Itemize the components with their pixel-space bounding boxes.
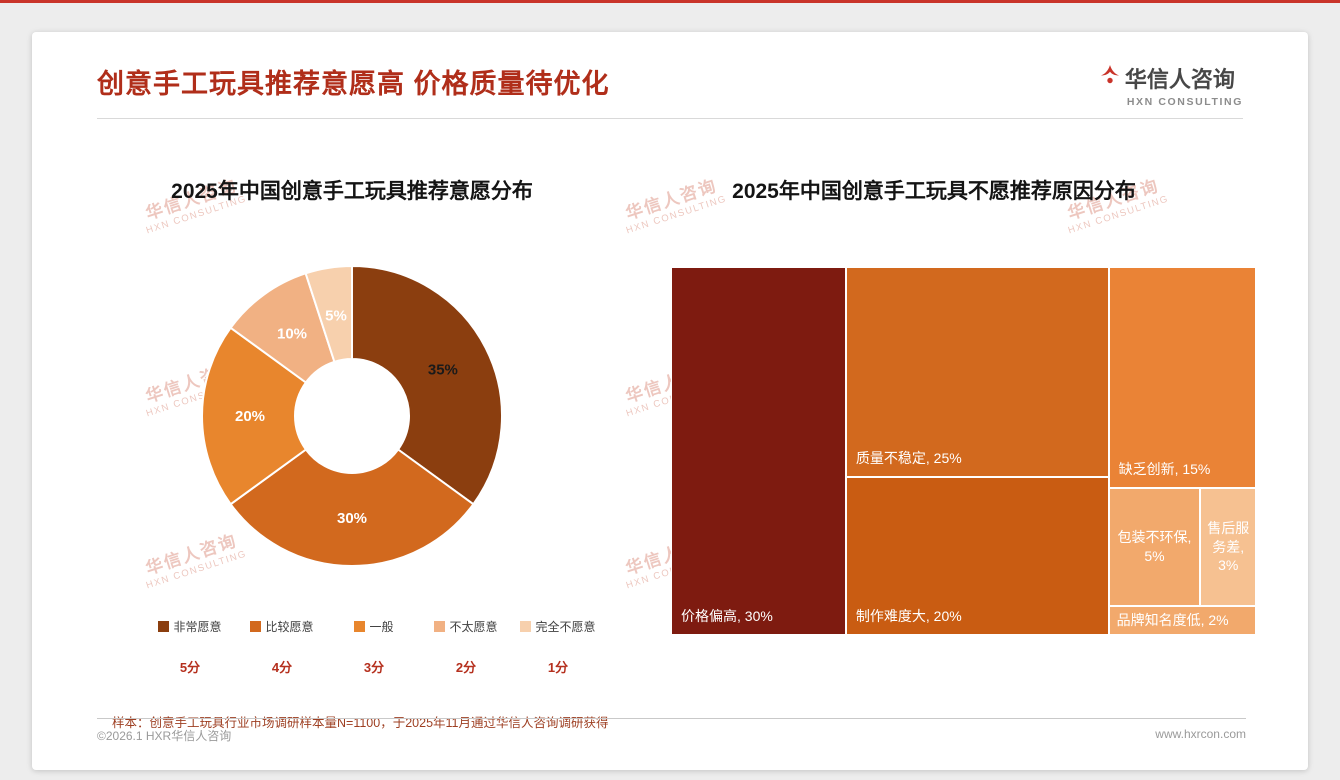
legend-swatch <box>354 621 366 632</box>
treemap-cell-label: 售后服务差, 3% <box>1207 520 1250 573</box>
logo-subtitle: HXN CONSULTING <box>1126 96 1243 108</box>
logo-name: 华信人咨询 <box>1124 67 1235 92</box>
score-label-4: 2分 <box>455 660 477 675</box>
donut-slice-label: 10% <box>277 326 307 343</box>
footer: ©2026.1 HXR华信人咨询 www.hxrcon.com <box>97 718 1246 744</box>
copyright-text: ©2026.1 HXR华信人咨询 <box>97 729 232 743</box>
treemap-chart-title: 2025年中国创意手工玩具不愿推荐原因分布 <box>732 180 1136 203</box>
logo-icon <box>1100 64 1120 92</box>
score-row: 5分 4分 3分 2分 1分 <box>144 657 612 676</box>
donut-svg: 35% 30% 20% 10% 5% <box>201 264 503 567</box>
legend-swatch <box>250 621 262 632</box>
legend-label: 不太愿意 <box>449 620 498 634</box>
legend-label: 一般 <box>369 620 394 634</box>
treemap-cell-6: 售后服务差, 3% <box>1200 487 1256 606</box>
score-label-2: 4分 <box>271 660 293 675</box>
treemap-cell-2: 质量不稳定, 25% <box>845 267 1109 477</box>
treemap-cell-5: 包装不环保, 5% <box>1108 487 1201 606</box>
top-accent-bar <box>0 0 1340 3</box>
treemap-cell-4: 缺乏创新, 15% <box>1108 267 1256 488</box>
treemap-chart: 价格偏高, 30% 质量不稳定, 25% 制作难度大, 20% 缺乏创新, 15% 包装… <box>671 267 1256 635</box>
sample-footnote: 样本：创意手工玩具行业市场调研样本量N=1100，于2025年11月通过华信人咨… <box>112 716 609 730</box>
treemap-cell-7: 品牌知名度低, 2% <box>1108 605 1256 635</box>
donut-slice-label: 30% <box>337 510 367 527</box>
donut-legend: 非常愿意 比较愿意 一般 不太愿意 完全不愿意 <box>144 618 612 635</box>
page-title: 创意手工玩具推荐意愿高 价格质量待优化 <box>97 69 610 99</box>
donut-slice-2 <box>229 448 475 567</box>
donut-slice-1 <box>351 264 503 506</box>
legend-swatch <box>520 621 532 632</box>
donut-slice-label: 5% <box>325 307 347 324</box>
slide-card: 华信人咨询 HXN CONSULTING 华信人咨询 HXN CONSULTING 华信… <box>32 32 1308 770</box>
legend-item-3: 一般 <box>328 618 420 635</box>
legend-label: 比较愿意 <box>265 620 314 634</box>
donut-chart-title: 2025年中国创意手工玩具推荐意愿分布 <box>171 180 533 203</box>
score-label-5: 1分 <box>547 660 569 675</box>
score-label-3: 3分 <box>363 660 385 675</box>
legend-item-1: 非常愿意 <box>144 618 236 635</box>
main-content: 2025年中国创意手工玩具推荐意愿分布 35% 30% 20% 10% 5% 非常愿意 比… <box>32 119 1308 676</box>
header-divider <box>97 118 1243 119</box>
treemap-cell-3: 制作难度大, 20% <box>845 476 1109 635</box>
legend-item-2: 比较愿意 <box>236 618 328 635</box>
website-text: www.hxrcon.com <box>1155 727 1246 741</box>
treemap-cell-label: 包装不环保, 5% <box>1117 529 1192 564</box>
treemap-cell-label: 价格偏高, 30% <box>681 608 773 624</box>
treemap-section: 2025年中国创意手工玩具不愿推荐原因分布 价格偏高, 30% 质量不稳定, 25… <box>612 119 1256 676</box>
score-label-1: 5分 <box>179 660 201 675</box>
legend-swatch <box>434 621 446 632</box>
donut-slice-label: 20% <box>235 408 265 425</box>
donut-slice-5 <box>304 264 353 364</box>
treemap-cell-1: 价格偏高, 30% <box>671 267 846 635</box>
donut-chart: 35% 30% 20% 10% 5% <box>197 261 507 576</box>
treemap-cell-label: 缺乏创新, 15% <box>1118 460 1211 477</box>
company-logo: 华信人咨询 HXN CONSULTING <box>1100 62 1243 108</box>
legend-item-4: 不太愿意 <box>420 618 512 635</box>
donut-section: 2025年中国创意手工玩具推荐意愿分布 35% 30% 20% 10% 5% 非常愿意 比… <box>92 119 612 676</box>
legend-item-5: 完全不愿意 <box>512 618 604 635</box>
treemap-cell-label: 质量不稳定, 25% <box>855 449 962 466</box>
header: 创意手工玩具推荐意愿高 价格质量待优化 华信人咨询 HXN CONSULTING <box>32 32 1308 108</box>
legend-label: 完全不愿意 <box>535 620 596 634</box>
donut-slice-3 <box>201 326 308 506</box>
legend-label: 非常愿意 <box>173 620 222 634</box>
treemap-cell-label: 品牌知名度低, 2% <box>1116 612 1229 629</box>
legend-swatch <box>158 621 170 632</box>
treemap-cell-label: 制作难度大, 20% <box>855 607 962 624</box>
donut-slice-label: 35% <box>428 362 458 379</box>
